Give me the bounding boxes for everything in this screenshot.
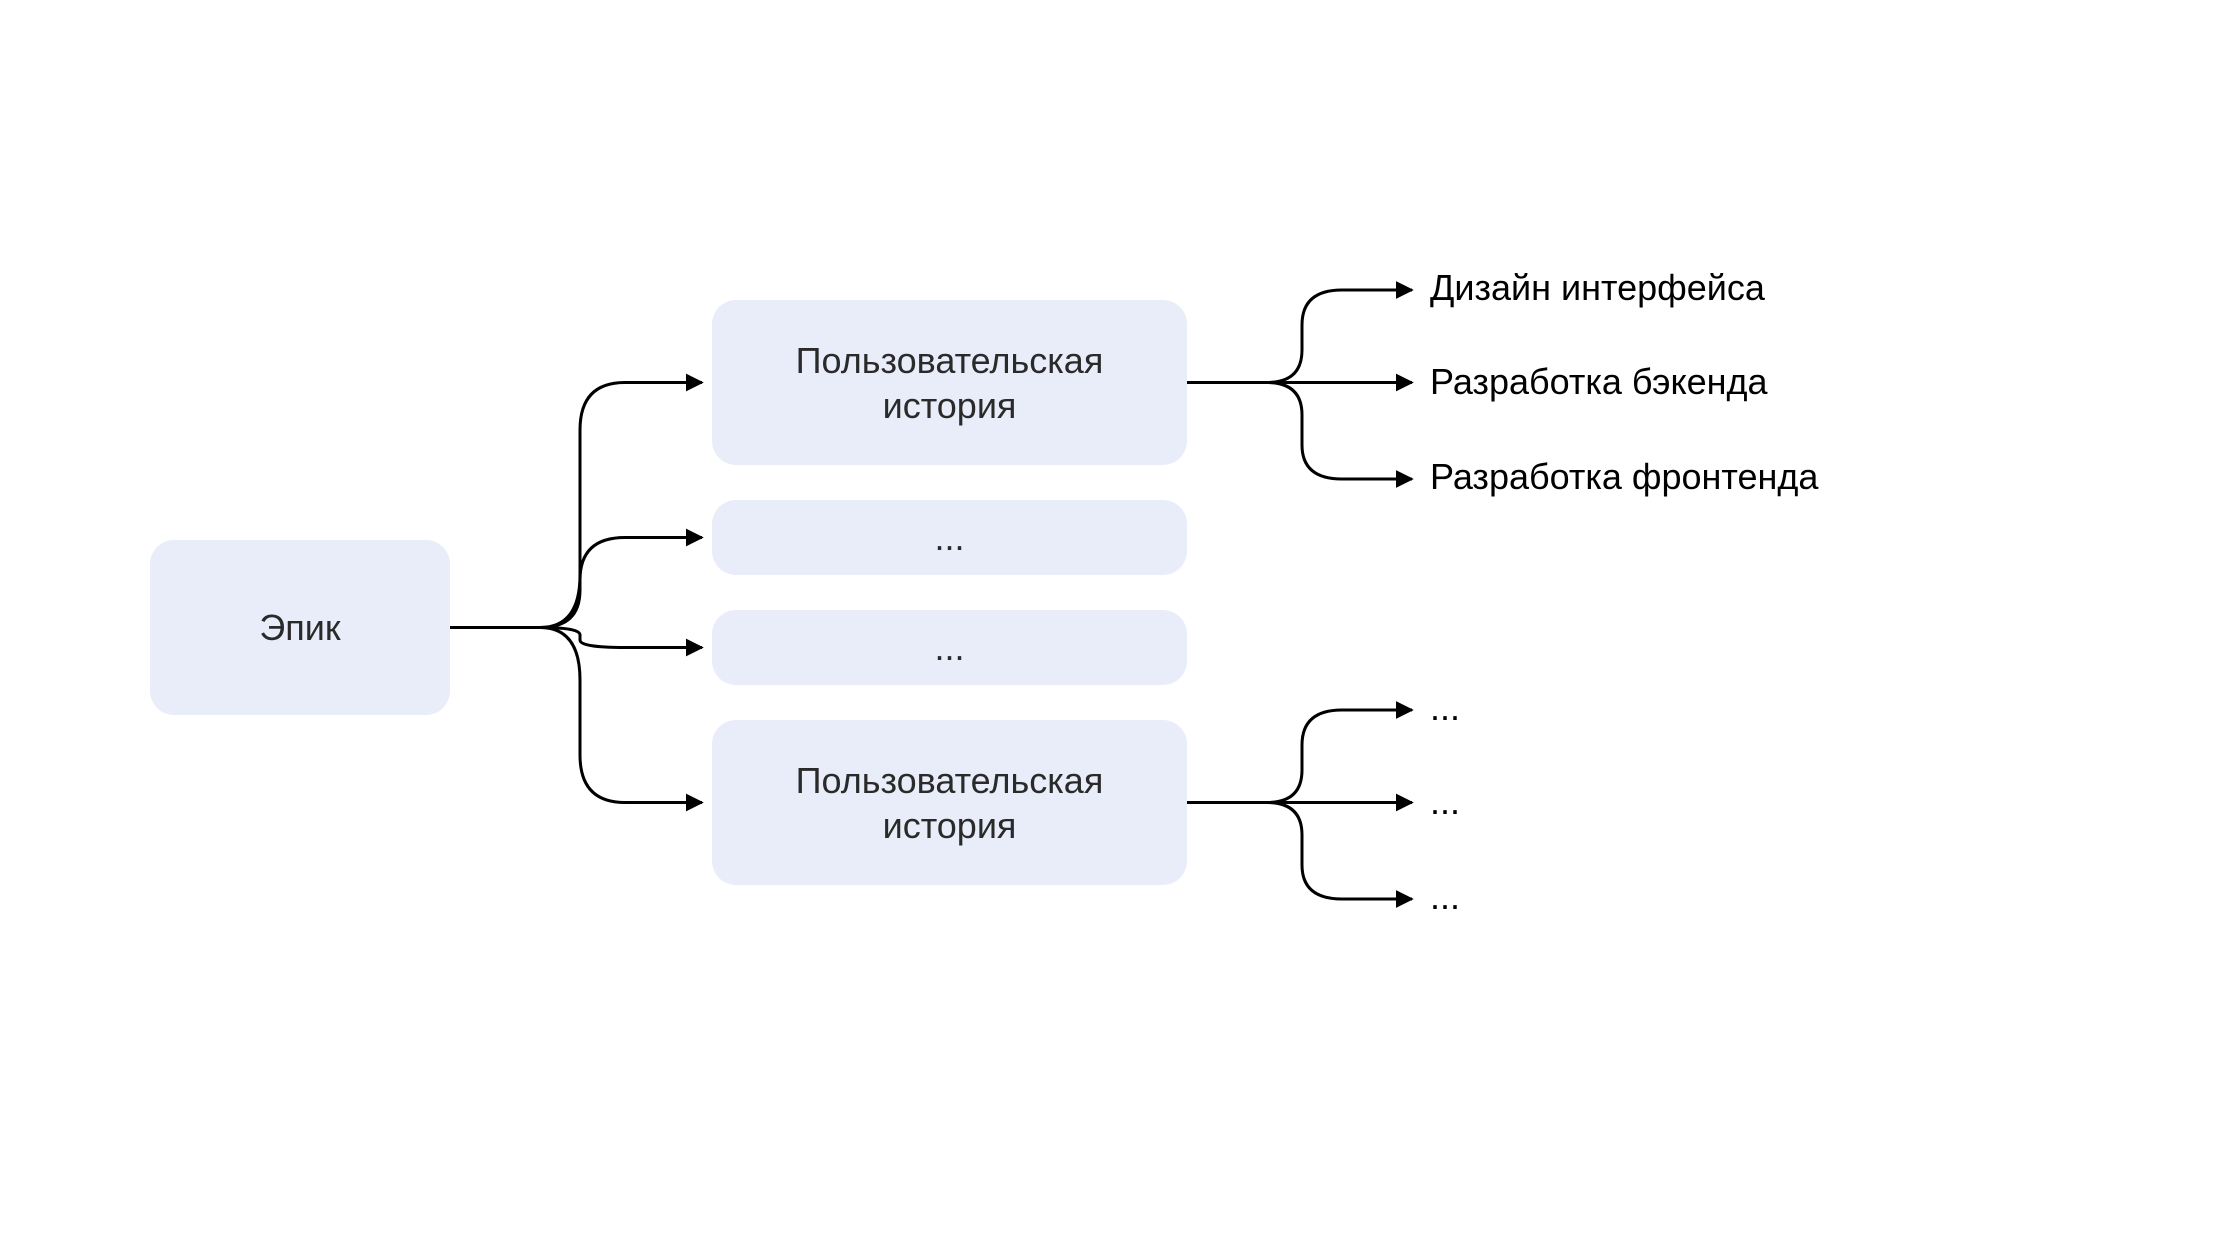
label-task-4: ... [1430,688,1460,728]
connector-epic-stories [450,300,712,890]
node-label: Эпик [259,605,340,650]
label-task-1: Дизайн интерфейса [1430,268,1765,308]
node-story-3: ... [712,610,1187,685]
node-label: ... [934,625,964,670]
node-label: ... [934,515,964,560]
node-label: Пользовательская история [740,758,1159,848]
node-story-4: Пользовательская история [712,720,1187,885]
label-task-2: Разработка бэкенда [1430,362,1768,402]
node-label: Пользовательская история [740,338,1159,428]
connector-story1-tasks [1187,250,1420,510]
label-task-6: ... [1430,877,1460,917]
label-task-3: Разработка фронтенда [1430,457,1818,497]
label-task-5: ... [1430,782,1460,822]
node-epic: Эпик [150,540,450,715]
node-story-1: Пользовательская история [712,300,1187,465]
connector-story4-tasks [1187,670,1420,930]
node-story-2: ... [712,500,1187,575]
